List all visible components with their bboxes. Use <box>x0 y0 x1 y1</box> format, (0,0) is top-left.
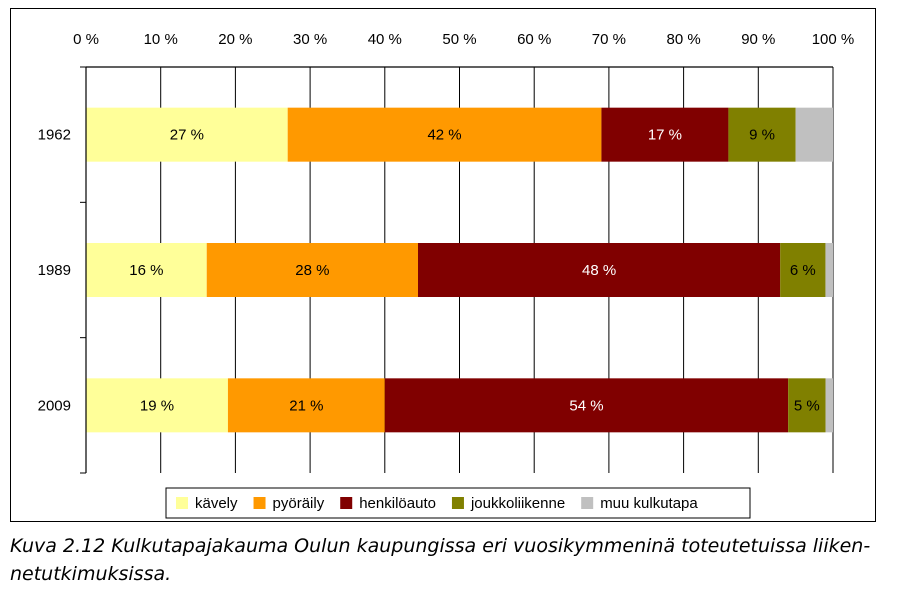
axes: 0 % 10 % 20 % 30 % 40 % 50 % 60 % 70 % 80 % 90 % 1… <box>38 31 855 474</box>
bar-segment <box>86 107 288 162</box>
x-tick-label: 10 % <box>144 31 178 48</box>
x-tick-label: 50 % <box>442 31 476 48</box>
legend-swatch <box>253 497 266 509</box>
legend-label: muu kulkutapa <box>600 495 698 512</box>
chart-frame: 0 % 10 % 20 % 30 % 40 % 50 % 60 % 70 % 80 % 90 % 1… <box>10 8 876 522</box>
bar-segment <box>418 243 781 297</box>
data-label: 27 % <box>170 127 204 144</box>
x-tick-label: 40 % <box>368 31 402 48</box>
x-tick-label: 20 % <box>218 31 252 48</box>
y-category-label: 1989 <box>38 262 71 279</box>
data-label: 16 % <box>129 262 163 279</box>
x-tick-label: 60 % <box>517 31 551 48</box>
bar-segment <box>825 243 833 297</box>
data-label: 28 % <box>295 262 329 279</box>
data-label: 48 % <box>582 262 616 279</box>
bar-segment <box>287 107 602 162</box>
data-label: 54 % <box>569 397 603 414</box>
bar-segment <box>227 378 385 433</box>
x-tick-label: 70 % <box>592 31 626 48</box>
x-tick-label: 90 % <box>741 31 775 48</box>
legend-label: kävely <box>195 495 238 512</box>
y-category-label: 1962 <box>38 127 71 144</box>
x-tick-label: 0 % <box>73 31 99 48</box>
y-category-label: 2009 <box>38 397 71 414</box>
x-tick-label: 80 % <box>666 31 700 48</box>
legend-label: joukkoliikenne <box>470 495 565 512</box>
data-label: 21 % <box>289 397 323 414</box>
x-tick-label: 100 % <box>812 31 855 48</box>
data-label: 42 % <box>427 127 461 144</box>
bar-segment <box>601 107 729 162</box>
legend-swatch <box>176 497 188 509</box>
bar-segment <box>825 378 833 433</box>
bar-segment <box>795 107 833 162</box>
stacked-bar-chart: 0 % 10 % 20 % 30 % 40 % 50 % 60 % 70 % 80 % 90 % 1… <box>38 31 855 519</box>
data-label: 19 % <box>140 397 174 414</box>
bar-segment <box>788 378 826 433</box>
figure-caption: Kuva 2.12 Kulkutapajakauma Oulun kaupung… <box>10 535 871 585</box>
legend-label: pyöräily <box>273 495 325 512</box>
bar-segment <box>86 243 207 297</box>
bar-segment <box>206 243 418 297</box>
legend-swatch <box>581 497 594 509</box>
data-label: 9 % <box>749 127 775 144</box>
legend-swatch <box>340 497 353 509</box>
data-label: 5 % <box>794 397 820 414</box>
bar-segment <box>86 378 228 433</box>
bar-segment <box>780 243 826 297</box>
bar-segment <box>728 107 796 162</box>
data-label: 17 % <box>648 127 682 144</box>
data-label: 6 % <box>790 262 816 279</box>
bars <box>86 107 833 433</box>
legend: kävely pyöräily henkilöauto joukkoliikenne m… <box>165 487 751 519</box>
legend-label: henkilöauto <box>359 495 436 512</box>
legend-swatch <box>451 497 464 509</box>
x-tick-label: 30 % <box>293 31 327 48</box>
data-labels: 27 % 42 % 17 % 9 % 16 % 28 % 48 % 6 % 19 % 21 % 54… <box>129 127 820 415</box>
bar-segment <box>384 378 789 433</box>
